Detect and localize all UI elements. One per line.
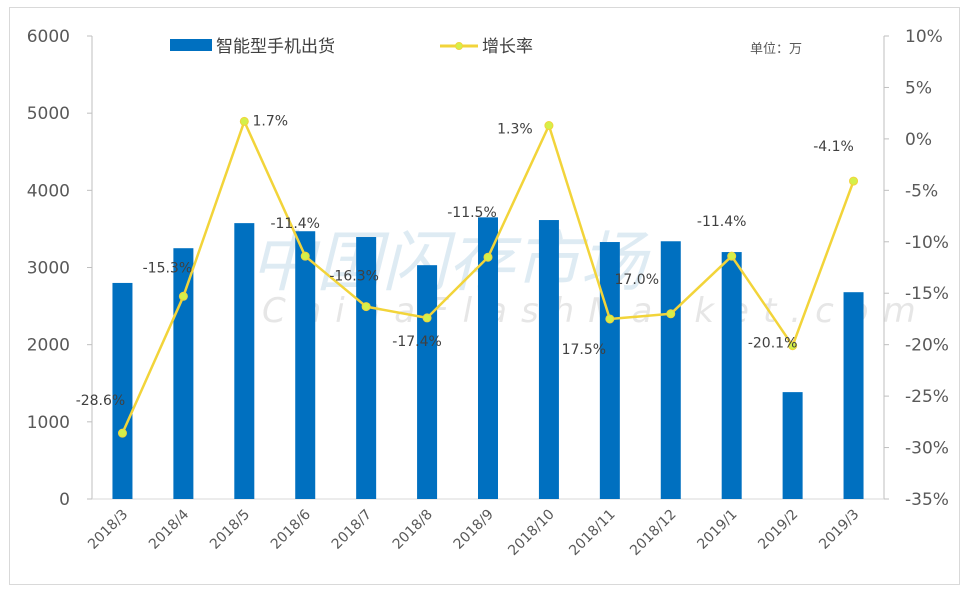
bar — [721, 252, 742, 499]
line-point — [483, 252, 493, 262]
data-label: 17.0% — [615, 272, 659, 288]
bar — [782, 392, 803, 499]
x-tick-label: 2018/3 — [85, 507, 131, 553]
line-point — [849, 176, 859, 186]
right-tick-label: -15% — [905, 284, 949, 304]
line-point — [239, 116, 249, 126]
left-tick-label: 6000 — [27, 27, 70, 47]
left-tick-label: 5000 — [27, 104, 70, 124]
legend-label-line: 增长率 — [482, 37, 533, 57]
bar — [843, 292, 864, 499]
data-label: -16.3% — [329, 269, 379, 285]
data-label: 1.7% — [253, 113, 289, 129]
line-point — [727, 251, 737, 261]
x-tick-label: 2018/11 — [566, 507, 618, 559]
right-tick-label: 5% — [905, 78, 932, 98]
bar — [478, 217, 498, 499]
legend-marker — [455, 42, 463, 50]
left-tick-label: 4000 — [27, 181, 70, 201]
x-tick-label: 2018/7 — [329, 507, 375, 553]
line-point — [605, 314, 615, 324]
bar — [173, 248, 194, 499]
legend: 智能型手机出货 增长率 — [170, 37, 533, 57]
x-tick-label: 2018/10 — [505, 507, 557, 559]
right-tick-label: 10% — [905, 27, 943, 47]
left-tick-label: 2000 — [27, 336, 70, 356]
line-point — [300, 251, 310, 261]
bar — [112, 282, 133, 499]
right-tick-label: -10% — [905, 233, 949, 253]
right-tick-label: -35% — [905, 490, 949, 510]
bar — [295, 231, 316, 499]
line-point — [422, 313, 432, 323]
data-label: -11.5% — [447, 205, 497, 221]
x-tick-label: 2019/3 — [816, 507, 862, 553]
right-tick-label: -5% — [905, 181, 938, 201]
bar — [417, 265, 438, 499]
right-tick-label: -25% — [905, 387, 949, 407]
legend-label-bar: 智能型手机出货 — [216, 37, 335, 57]
data-labels: -28.6% -15.3% 1.7% -11.4% -16.3% -17.4% -11.5%… — [76, 113, 854, 409]
line-point — [361, 302, 371, 312]
x-tick-label: 2018/9 — [451, 507, 497, 553]
data-label: 17.5% — [562, 342, 606, 358]
unit-note: 单位：万 — [750, 42, 802, 57]
right-tick-label: -30% — [905, 439, 949, 459]
line-point — [666, 309, 676, 319]
data-label: -11.4% — [270, 216, 320, 232]
line-point — [788, 341, 798, 351]
left-tick-label: 0 — [59, 490, 70, 510]
data-label: -20.1% — [748, 336, 798, 352]
right-tick-label: 0% — [905, 130, 932, 150]
x-tick-label: 2018/12 — [627, 507, 679, 559]
bar — [538, 220, 559, 500]
bar — [234, 223, 255, 500]
data-label: -4.1% — [813, 139, 854, 155]
data-label: -28.6% — [76, 393, 126, 409]
x-tick-label: 2019/2 — [755, 507, 801, 553]
right-tick-label: -20% — [905, 336, 949, 356]
data-label: 1.3% — [497, 122, 533, 138]
x-tick-label: 2018/4 — [146, 506, 192, 552]
x-tick-label: 2019/1 — [694, 507, 740, 553]
bar-series — [112, 217, 864, 500]
left-tick-label: 3000 — [27, 259, 70, 279]
x-tick-label: 2018/5 — [207, 507, 253, 553]
data-label: -15.3% — [143, 260, 193, 276]
x-tick-label: 2018/8 — [390, 507, 436, 553]
line-series — [117, 116, 859, 438]
left-tick-label: 1000 — [27, 413, 70, 433]
x-tick-label: 2018/6 — [268, 506, 314, 552]
legend-swatch-bar — [170, 39, 212, 51]
line-point — [178, 291, 188, 301]
line-point — [544, 121, 554, 131]
data-label: -17.4% — [392, 334, 442, 350]
line-point — [117, 428, 127, 438]
data-label: -11.4% — [697, 214, 747, 230]
bar — [660, 241, 681, 499]
